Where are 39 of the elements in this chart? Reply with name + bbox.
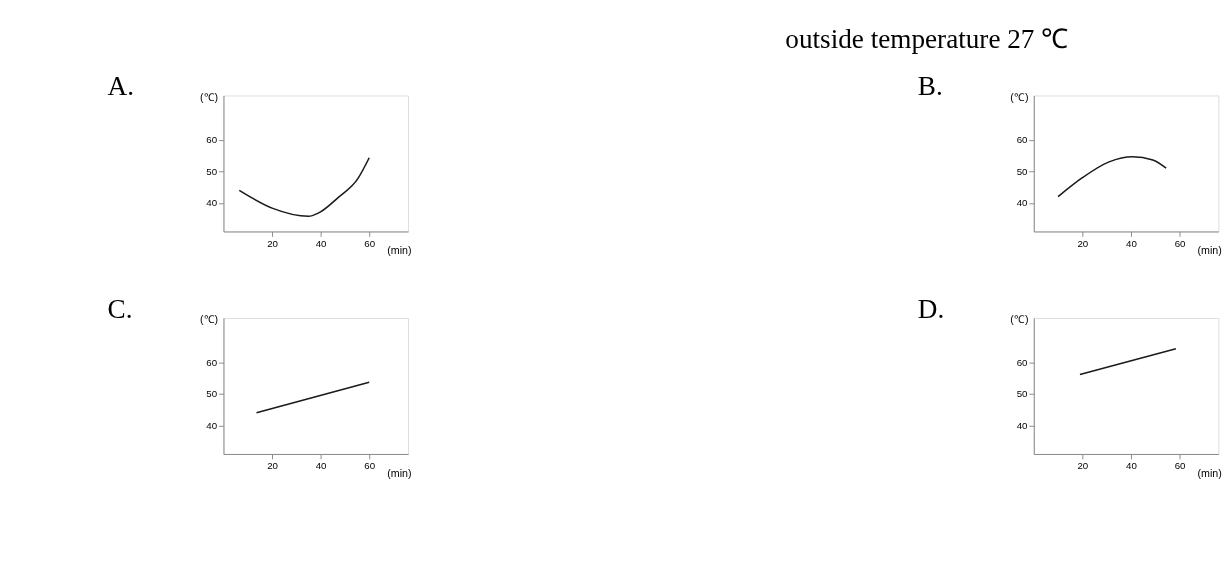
- x-tick-label: 20: [267, 237, 279, 249]
- y-axis-title: (℃): [200, 90, 219, 103]
- x-tick-label: 40: [1126, 460, 1138, 472]
- y-axis-title: (℃): [1010, 90, 1029, 103]
- y-axis-title: (℃): [1010, 313, 1029, 326]
- y-tick-label: 50: [1016, 165, 1029, 177]
- y-tick-label: 60: [206, 356, 218, 368]
- y-tick-label: 50: [206, 165, 218, 177]
- chart-title: D.: [917, 293, 945, 324]
- x-tick-label: 40: [315, 460, 328, 472]
- x-axis-title: (min): [387, 466, 412, 479]
- x-tick-label: 40: [315, 237, 328, 249]
- y-tick-label: 50: [206, 388, 218, 400]
- chart-title: B.: [917, 71, 943, 102]
- y-tick-label: 60: [1016, 134, 1029, 146]
- y-axis-title: (℃): [200, 313, 219, 326]
- x-axis-title: (min): [1197, 244, 1222, 257]
- text: outside temperature 27 ℃: [785, 24, 1069, 55]
- x-tick-label: 20: [267, 460, 279, 472]
- line-series: [238, 157, 370, 218]
- chart-title: A.: [107, 71, 134, 102]
- y-tick-label: 40: [1016, 197, 1029, 209]
- x-tick-label: 60: [364, 460, 376, 472]
- line-series: [1057, 156, 1167, 198]
- y-tick-label: 40: [206, 197, 218, 209]
- x-tick-label: 60: [1174, 237, 1187, 249]
- y-tick-label: 60: [1016, 356, 1029, 368]
- y-tick-label: 40: [206, 419, 218, 431]
- x-tick-label: 60: [364, 237, 376, 249]
- y-tick-label: 40: [1016, 419, 1029, 431]
- x-axis-title: (min): [1197, 466, 1222, 479]
- y-tick-label: 50: [1016, 388, 1029, 400]
- chart-title: C.: [107, 293, 133, 324]
- y-tick-label: 60: [206, 134, 218, 146]
- x-tick-label: 20: [1077, 237, 1089, 249]
- x-axis-title: (min): [387, 244, 412, 257]
- x-tick-label: 40: [1126, 237, 1138, 249]
- x-tick-label: 60: [1174, 460, 1187, 472]
- x-tick-label: 20: [1077, 460, 1089, 472]
